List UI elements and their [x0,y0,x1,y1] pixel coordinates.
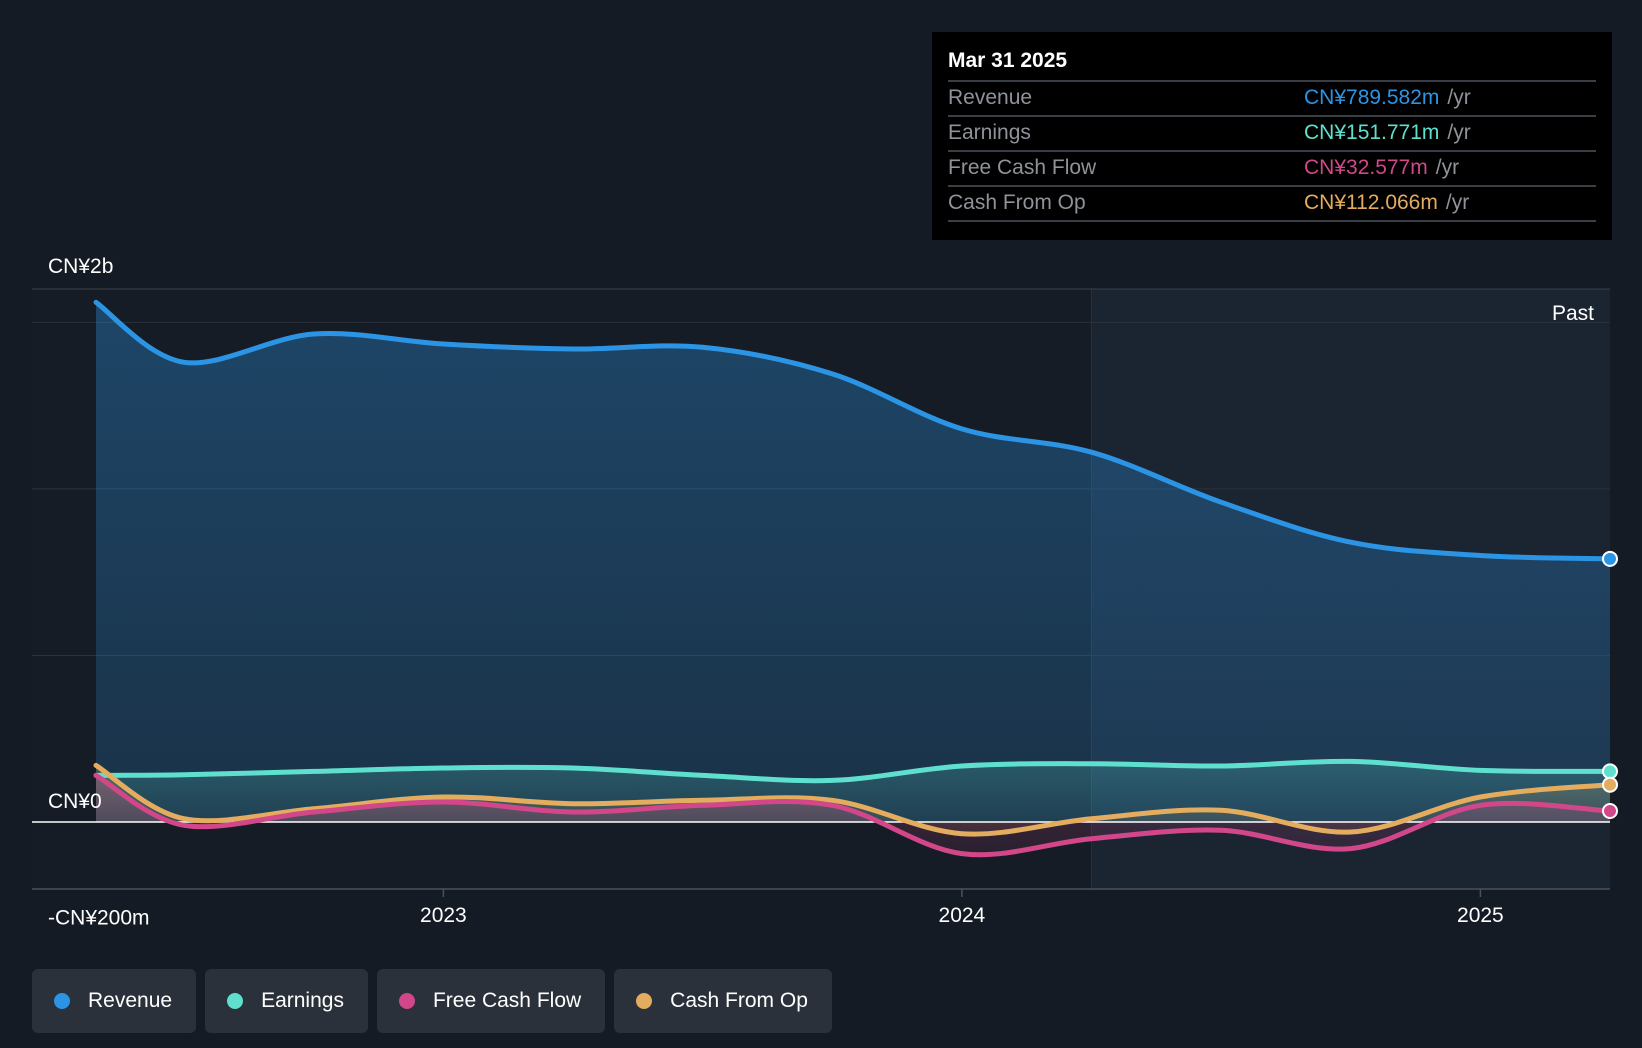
legend-item-revenue[interactable]: Revenue [32,969,197,1033]
x-tick-label-2024: 2024 [939,904,986,927]
legend-label-cfo: Cash From Op [670,989,808,1012]
x-tick-label-2023: 2023 [420,904,467,927]
tooltip-unit-earnings: /yr [1447,121,1471,144]
legend-label-revenue: Revenue [88,989,173,1012]
end-marker-fcf [1602,803,1618,820]
tooltip-value-earnings: CN¥151.771m [1304,121,1440,144]
line-revenue [93,299,1613,562]
legend-dot-fcf-icon [398,993,415,1009]
y-label-1: CN¥0 [48,790,102,813]
line-cfo [93,762,1613,837]
y-label-0: CN¥2b [48,255,113,278]
x-tick-label-2025: 2025 [1457,904,1504,927]
tooltip-label-fcf: Free Cash Flow [948,156,1097,179]
tooltip-label-earnings: Earnings [948,121,1031,144]
end-marker-earnings [1602,763,1618,780]
tooltip-row-cfo: Cash From Op CN¥112.066m /yr [948,187,1596,222]
tooltip-value-fcf: CN¥32.577m [1304,156,1428,179]
tooltip-label-revenue: Revenue [948,86,1033,109]
legend-item-earnings[interactable]: Earnings [205,969,368,1033]
line-earnings [93,758,1613,784]
legend-label-earnings: Earnings [261,989,344,1012]
end-marker-revenue [1602,550,1618,567]
tooltip-date: Mar 31 2025 [948,46,1596,82]
tooltip: Mar 31 2025 Revenue CN¥789.582m /yr Earn… [932,32,1612,240]
tooltip-row-revenue: Revenue CN¥789.582m /yr [948,82,1596,117]
end-marker-cfo [1602,776,1618,793]
legend-label-fcf: Free Cash Flow [432,989,582,1012]
tooltip-row-fcf: Free Cash Flow CN¥32.577m /yr [948,152,1596,187]
area-revenue [96,302,1610,822]
tooltip-value-cfo: CN¥112.066m [1304,191,1438,214]
legend-dot-revenue-icon [54,993,70,1009]
tooltip-row-earnings: Earnings CN¥151.771m /yr [948,117,1596,152]
tooltip-unit-revenue: /yr [1447,86,1471,109]
past-label: Past [1552,302,1594,325]
legend: Revenue Earnings Free Cash Flow Cash Fro… [32,969,832,1033]
tooltip-unit-fcf: /yr [1435,156,1460,179]
legend-item-fcf[interactable]: Free Cash Flow [376,969,606,1033]
tooltip-unit-cfo: /yr [1445,191,1470,214]
tooltip-label-cfo: Cash From Op [948,191,1086,214]
legend-dot-earnings-icon [227,993,244,1009]
legend-item-cfo[interactable]: Cash From Op [614,969,832,1033]
area-fcf [96,775,1610,855]
tooltip-value-revenue: CN¥789.582m [1304,86,1440,109]
legend-dot-cfo-icon [636,993,653,1009]
y-label-2: -CN¥200m [48,907,150,930]
line-fcf [93,772,1613,858]
